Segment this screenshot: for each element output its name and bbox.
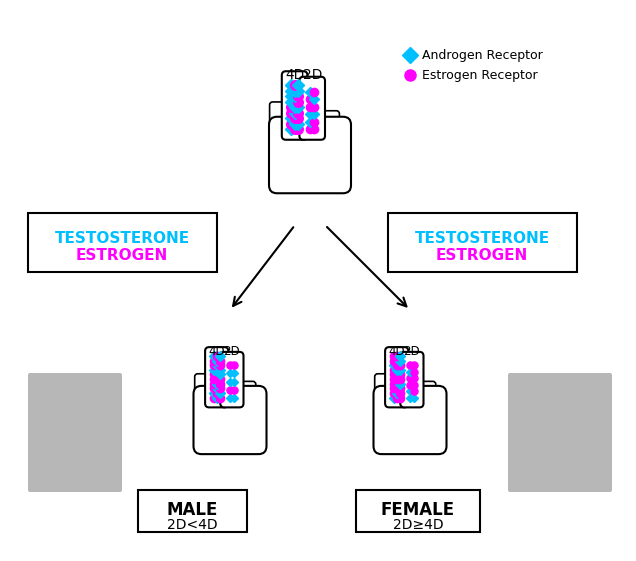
- Text: 4D: 4D: [209, 345, 225, 358]
- FancyBboxPatch shape: [375, 374, 392, 406]
- FancyBboxPatch shape: [282, 71, 307, 140]
- FancyBboxPatch shape: [193, 386, 266, 454]
- FancyBboxPatch shape: [300, 77, 325, 140]
- FancyBboxPatch shape: [220, 352, 244, 407]
- Text: 2D: 2D: [303, 68, 322, 82]
- FancyBboxPatch shape: [28, 373, 122, 492]
- Text: 4D: 4D: [285, 68, 304, 82]
- FancyBboxPatch shape: [270, 102, 289, 139]
- FancyBboxPatch shape: [138, 490, 247, 532]
- Text: MALE: MALE: [166, 501, 218, 519]
- FancyBboxPatch shape: [356, 490, 480, 532]
- Text: 2D: 2D: [403, 345, 420, 358]
- Text: Estrogen Receptor: Estrogen Receptor: [422, 68, 537, 81]
- FancyBboxPatch shape: [205, 347, 228, 407]
- FancyBboxPatch shape: [238, 381, 256, 406]
- Text: TESTOSTERONE: TESTOSTERONE: [415, 231, 550, 246]
- Text: FEMALE: FEMALE: [381, 501, 455, 519]
- Text: 4D: 4D: [389, 345, 405, 358]
- Text: TESTOSTERONE: TESTOSTERONE: [55, 231, 190, 246]
- FancyBboxPatch shape: [418, 381, 436, 406]
- Text: 2D<4D: 2D<4D: [167, 518, 218, 532]
- FancyBboxPatch shape: [373, 386, 446, 454]
- FancyBboxPatch shape: [388, 213, 577, 272]
- FancyBboxPatch shape: [28, 213, 217, 272]
- FancyBboxPatch shape: [400, 352, 424, 407]
- FancyBboxPatch shape: [269, 117, 351, 193]
- Text: 2D: 2D: [223, 345, 240, 358]
- Text: Androgen Receptor: Androgen Receptor: [422, 48, 543, 62]
- FancyBboxPatch shape: [195, 374, 212, 406]
- Text: 2D≥4D: 2D≥4D: [392, 518, 443, 532]
- Text: ESTROGEN: ESTROGEN: [76, 247, 168, 263]
- FancyBboxPatch shape: [508, 373, 612, 492]
- Text: ESTROGEN: ESTROGEN: [436, 247, 528, 263]
- FancyBboxPatch shape: [385, 347, 408, 407]
- FancyBboxPatch shape: [320, 111, 340, 139]
